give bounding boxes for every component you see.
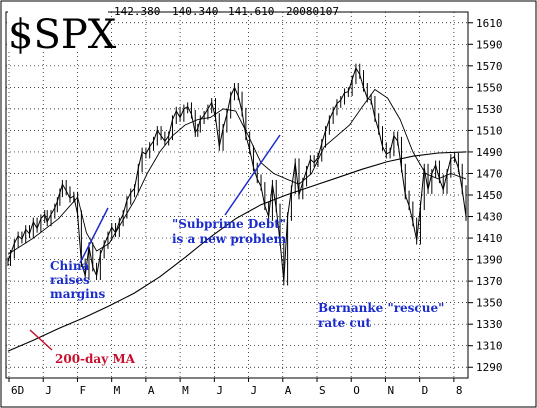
annotation-subprime-line1: "Subprime Debt" (172, 217, 286, 231)
y-tick-label: 1550 (476, 81, 503, 94)
y-tick-label: 1390 (476, 254, 503, 267)
y-tick-label: 1430 (476, 211, 503, 224)
annotation-china-line2: raises (50, 273, 90, 287)
y-axis: 1290 1310 1330 1350 1370 1390 1410 1430 1450 1470… (468, 17, 503, 374)
y-tick-label: 1470 (476, 167, 503, 180)
header-date: 20080107 (286, 5, 339, 18)
header-value-2: 140.340 (172, 5, 218, 18)
chart-title: $SPX (8, 12, 117, 58)
ma20-line (7, 88, 467, 255)
y-tick-label: 1510 (476, 124, 503, 137)
x-tick-label: F (79, 384, 86, 397)
header-value-1: 142.380 (114, 5, 160, 18)
annotation-china-line1: China (50, 259, 90, 273)
y-tick-label: 1410 (476, 232, 503, 245)
y-tick-label: 1450 (476, 189, 503, 202)
price-line (7, 66, 467, 282)
annotation-bernanke-line2: rate cut (318, 316, 371, 330)
y-tick-label: 1370 (476, 275, 503, 288)
x-tick-label: 6D (11, 384, 24, 397)
x-tick-label: A (285, 384, 292, 397)
y-tick-label: 1610 (476, 17, 503, 30)
x-tick-label: A (148, 384, 155, 397)
x-tick-label: O (353, 384, 360, 397)
price-bars (7, 63, 467, 286)
x-tick-label: N (387, 384, 394, 397)
x-tick-label: S (319, 384, 326, 397)
y-tick-label: 1310 (476, 340, 503, 353)
annotation-200-day-ma: 200-day MA (55, 352, 136, 366)
x-tick-label: D (422, 384, 429, 397)
y-tick-label: 1330 (476, 318, 503, 331)
x-tick-label: M (114, 384, 121, 397)
x-tick-label: J (45, 384, 52, 397)
annotation-china-line3: margins (50, 287, 105, 301)
series-layer (7, 63, 467, 352)
subprime-arrow (224, 134, 281, 216)
y-tick-label: 1590 (476, 38, 503, 51)
y-tick-label: 1350 (476, 297, 503, 310)
x-tick-label: J (216, 384, 223, 397)
annotation-subprime-line2: is a new problem (172, 232, 287, 246)
grid-lines (6, 12, 468, 378)
x-tick-label: J (251, 384, 258, 397)
y-tick-label: 1570 (476, 60, 503, 73)
x-axis: 6D J F M A M J J A S O N D 8 (8, 378, 463, 397)
y-tick-label: 1490 (476, 146, 503, 159)
ma200-line (7, 151, 467, 352)
x-tick-label: M (182, 384, 189, 397)
x-tick-label: 8 (456, 384, 463, 397)
header-value-3: 141.610 (228, 5, 274, 18)
y-tick-label: 1290 (476, 361, 503, 374)
y-tick-label: 1530 (476, 103, 503, 116)
china-arrow (79, 207, 109, 264)
title-backdrop (8, 11, 108, 51)
ma200-arrow (29, 329, 53, 351)
annotation-bernanke-line1: Bernanke "rescue" (318, 301, 444, 315)
